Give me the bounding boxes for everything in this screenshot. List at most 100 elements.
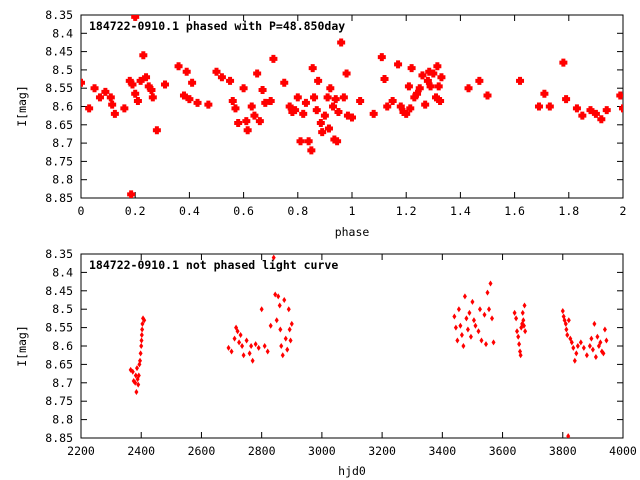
unphased-data-point: [135, 365, 140, 372]
unphased-data-point: [574, 350, 579, 357]
unphased-data-point: [522, 302, 527, 309]
unphased-data-point: [136, 372, 141, 379]
phased-data-point: [429, 69, 438, 78]
unphased-data-point: [139, 331, 144, 338]
phased-data-point: [253, 69, 262, 78]
unphased-x-tick-label: 2600: [188, 444, 216, 458]
unphased-data-point: [477, 306, 482, 313]
unphased-y-tick-label: 8.5: [52, 302, 73, 316]
phased-data-point: [90, 84, 99, 93]
unphased-x-tick-label: 2800: [248, 444, 276, 458]
phased-data-point: [204, 100, 213, 109]
unphased-data-point: [569, 339, 574, 346]
phased-x-tick-label: 0: [78, 204, 85, 218]
unphased-data-point: [604, 337, 609, 344]
unphased-data-point: [140, 320, 145, 327]
phased-data-point: [304, 137, 313, 146]
unphased-data-point: [464, 315, 469, 322]
phased-data-point: [120, 104, 129, 113]
unphased-data-point: [139, 337, 144, 344]
phased-data-point: [242, 117, 251, 126]
unphased-data-point: [584, 352, 589, 359]
phased-data-point: [106, 93, 115, 102]
phased-data-point: [388, 97, 397, 106]
phased-data-point: [572, 104, 581, 113]
unphased-data-point: [235, 328, 240, 335]
unphased-data-point: [581, 344, 586, 351]
phased-data-point: [545, 102, 554, 111]
unphased-y-tick-label: 8.65: [45, 357, 73, 371]
phased-x-tick-label: 0.8: [287, 204, 308, 218]
phased-data-point: [247, 102, 256, 111]
phased-x-tick-label: 1: [349, 204, 356, 218]
unphased-data-point: [229, 348, 234, 355]
unphased-data-point: [240, 343, 245, 349]
phased-data-point: [329, 102, 338, 111]
phased-data-point: [334, 107, 343, 116]
phased-light-curve-panel: 0 0.2 0.4 0.6 0.8 1 1.2 1.4 1.6 1.8 2 8.35 8.4 8.45 8.…: [15, 8, 626, 239]
unphased-data-point: [565, 331, 570, 338]
phased-data-point: [337, 38, 346, 47]
unphased-data-point: [487, 306, 492, 313]
unphased-data-point: [589, 335, 594, 342]
unphased-data-point: [241, 352, 246, 359]
phased-data-point: [296, 137, 305, 146]
phased-data-point: [483, 91, 492, 100]
unphased-data-point: [277, 302, 282, 309]
phased-x-tick-label: 1.8: [558, 204, 579, 218]
unphased-y-tick-label: 8.85: [45, 431, 73, 445]
phased-data-point: [464, 84, 473, 93]
phased-data-point: [193, 98, 202, 107]
phased-x-tick-label: 0.6: [233, 204, 254, 218]
phased-data-point: [602, 106, 611, 115]
phased-data-point: [619, 104, 623, 113]
unphased-y-tick-label: 8.75: [45, 394, 73, 408]
phased-data-point: [269, 54, 278, 63]
phased-x-axis-title: phase: [335, 225, 370, 239]
unphased-y-tick-label: 8.35: [45, 247, 73, 261]
unphased-data-point: [488, 280, 493, 287]
phased-data-point: [383, 102, 392, 111]
unphased-data-point: [249, 343, 254, 349]
phased-data-point: [81, 78, 85, 87]
unphased-y-tick-label: 8.4: [52, 265, 73, 279]
phased-data-point: [131, 15, 140, 21]
phased-data-point: [326, 84, 335, 93]
unphased-data-point: [516, 333, 521, 340]
unphased-data-point: [523, 328, 528, 335]
phased-data-point: [559, 58, 568, 67]
unphased-data-point: [262, 343, 267, 349]
unphased-data-points: [128, 254, 609, 438]
unphased-x-tick-label: 2400: [127, 444, 155, 458]
phased-data-point: [174, 62, 183, 71]
unphased-data-point: [139, 343, 144, 349]
phased-panel-title: 184722-0910.1 phased with P=48.850day: [89, 19, 345, 33]
unphased-plot-frame: [80, 253, 624, 439]
unphased-data-point: [491, 339, 496, 346]
unphased-y-tick-label: 8.7: [52, 376, 73, 390]
phased-data-point: [402, 109, 411, 118]
phased-data-point: [342, 69, 351, 78]
phased-data-point: [85, 104, 94, 113]
unphased-data-point: [518, 352, 523, 359]
phased-x-tick-label: 0.4: [179, 204, 200, 218]
unphased-x-tick-label: 3000: [308, 444, 336, 458]
phased-data-point: [95, 93, 104, 102]
unphased-data-point: [512, 309, 517, 316]
unphased-data-point: [136, 381, 141, 388]
unphased-data-point: [566, 433, 571, 438]
unphased-data-point: [268, 322, 273, 329]
phased-x-tick-label: 0.2: [125, 204, 146, 218]
phased-data-point: [136, 76, 145, 85]
phased-data-point: [308, 64, 317, 73]
unphased-data-point: [279, 343, 284, 349]
phased-data-point: [314, 76, 323, 85]
phased-y-tick-label: 8.55: [45, 81, 73, 95]
unphased-data-point: [282, 297, 287, 303]
phased-data-point: [421, 100, 430, 109]
unphased-data-point: [459, 331, 464, 338]
unphased-data-point: [467, 309, 472, 316]
phased-data-point: [291, 106, 300, 115]
phased-data-point: [185, 95, 194, 104]
phased-data-point: [182, 67, 191, 76]
